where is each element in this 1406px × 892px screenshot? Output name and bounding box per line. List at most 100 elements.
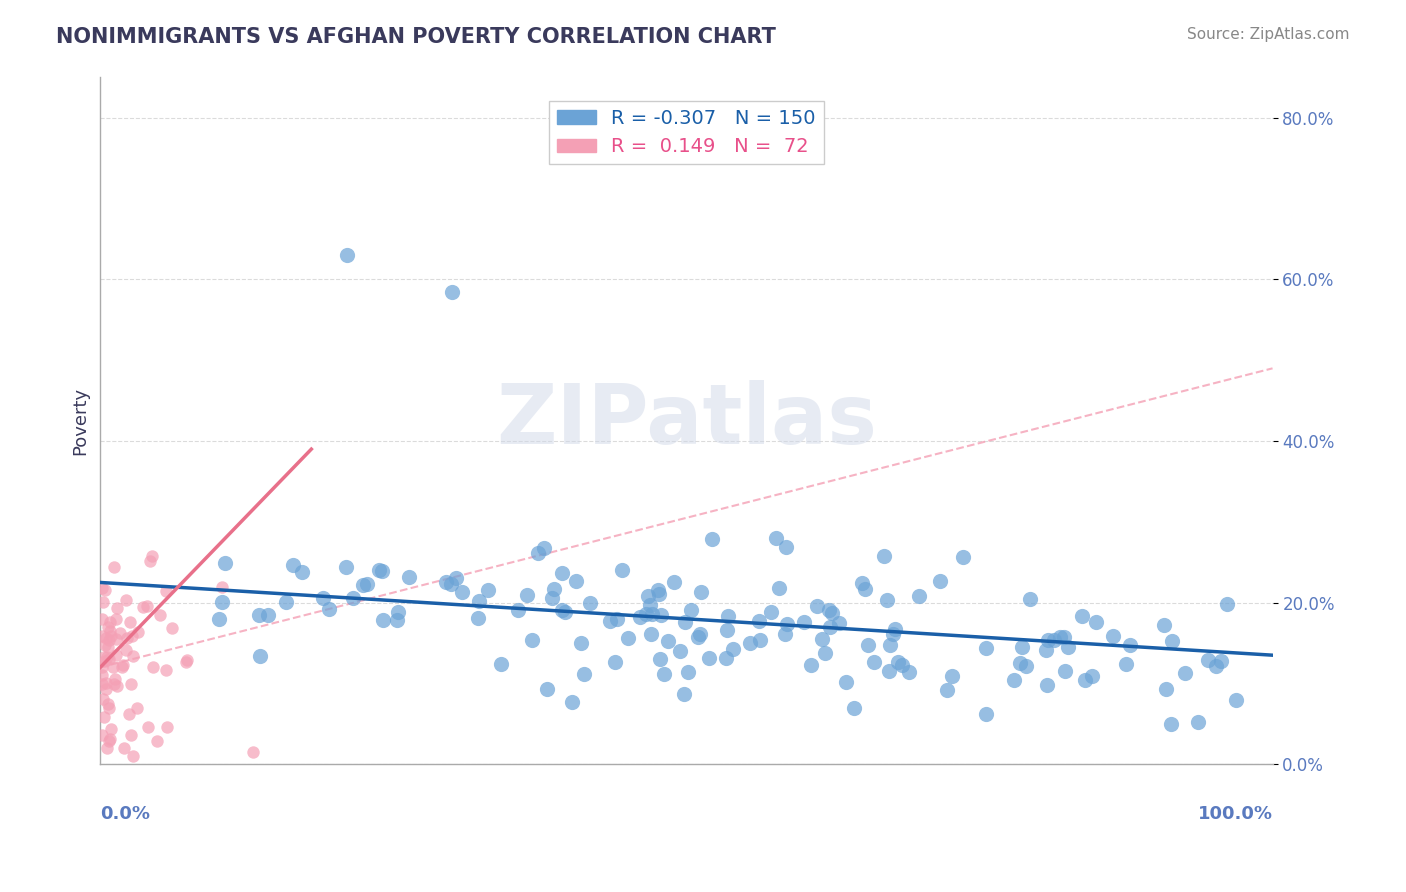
Nonimmigrants xyxy=(1174,665,1197,680)
Nonimmigrants xyxy=(793,615,815,629)
Afghans xyxy=(103,560,125,574)
Nonimmigrants xyxy=(214,556,236,570)
Nonimmigrants xyxy=(887,655,910,669)
Afghans xyxy=(121,629,143,643)
Nonimmigrants xyxy=(387,606,409,620)
Nonimmigrants xyxy=(1073,673,1095,688)
Nonimmigrants xyxy=(669,644,692,658)
Afghans xyxy=(98,615,121,630)
Nonimmigrants xyxy=(768,581,790,595)
Nonimmigrants xyxy=(820,620,842,634)
Nonimmigrants xyxy=(1036,633,1059,648)
Nonimmigrants xyxy=(678,665,700,679)
Afghans xyxy=(94,638,117,652)
Nonimmigrants xyxy=(690,585,713,599)
Nonimmigrants xyxy=(274,595,297,609)
Nonimmigrants xyxy=(578,596,600,610)
Nonimmigrants xyxy=(1115,657,1137,672)
Afghans xyxy=(90,660,112,674)
Afghans xyxy=(121,648,143,663)
Afghans xyxy=(156,720,179,734)
Nonimmigrants xyxy=(281,558,304,572)
Nonimmigrants xyxy=(673,687,696,701)
Nonimmigrants xyxy=(876,592,898,607)
Afghans xyxy=(112,658,135,673)
Nonimmigrants xyxy=(610,563,633,577)
Afghans xyxy=(97,701,120,715)
Nonimmigrants xyxy=(356,577,378,591)
Nonimmigrants xyxy=(318,602,340,616)
Afghans xyxy=(98,652,121,666)
Afghans xyxy=(93,594,115,608)
Nonimmigrants xyxy=(759,605,782,619)
Afghans xyxy=(90,667,112,681)
Nonimmigrants xyxy=(335,248,357,262)
Nonimmigrants xyxy=(640,627,662,641)
Nonimmigrants xyxy=(1002,673,1025,687)
Nonimmigrants xyxy=(1049,630,1071,644)
Text: 100.0%: 100.0% xyxy=(1198,805,1272,823)
Nonimmigrants xyxy=(657,634,679,648)
Nonimmigrants xyxy=(207,612,229,626)
Nonimmigrants xyxy=(1209,654,1232,668)
Nonimmigrants xyxy=(1053,664,1076,678)
Nonimmigrants xyxy=(1205,659,1227,673)
Text: ZIPatlas: ZIPatlas xyxy=(496,380,877,461)
Afghans xyxy=(94,654,117,668)
Afghans xyxy=(91,691,114,706)
Afghans xyxy=(97,620,120,634)
Nonimmigrants xyxy=(1198,652,1220,666)
Nonimmigrants xyxy=(636,607,658,621)
Afghans xyxy=(174,655,197,669)
Nonimmigrants xyxy=(697,650,720,665)
Nonimmigrants xyxy=(342,591,364,606)
Afghans xyxy=(141,549,163,563)
Nonimmigrants xyxy=(565,574,588,589)
Nonimmigrants xyxy=(257,607,280,622)
Nonimmigrants xyxy=(679,603,702,617)
Nonimmigrants xyxy=(1008,656,1031,670)
Afghans xyxy=(112,740,135,755)
Afghans xyxy=(97,698,120,712)
Nonimmigrants xyxy=(536,682,558,697)
Nonimmigrants xyxy=(450,585,472,599)
Nonimmigrants xyxy=(606,612,628,626)
Afghans xyxy=(120,728,142,742)
Afghans xyxy=(131,599,153,614)
Nonimmigrants xyxy=(387,613,409,627)
Afghans xyxy=(98,732,121,747)
Afghans xyxy=(98,624,121,638)
Nonimmigrants xyxy=(1216,597,1239,611)
Nonimmigrants xyxy=(1187,714,1209,729)
Nonimmigrants xyxy=(811,632,834,647)
Nonimmigrants xyxy=(467,610,489,624)
Nonimmigrants xyxy=(835,675,858,690)
Afghans xyxy=(155,663,177,677)
Nonimmigrants xyxy=(952,549,974,564)
Nonimmigrants xyxy=(440,285,463,299)
Nonimmigrants xyxy=(775,616,797,631)
Nonimmigrants xyxy=(439,576,461,591)
Nonimmigrants xyxy=(550,603,572,617)
Nonimmigrants xyxy=(873,549,896,564)
Afghans xyxy=(90,677,112,691)
Afghans xyxy=(98,632,121,647)
Nonimmigrants xyxy=(617,631,640,645)
Afghans xyxy=(118,707,141,722)
Afghans xyxy=(96,740,118,755)
Afghans xyxy=(108,626,131,640)
Nonimmigrants xyxy=(370,565,392,579)
Nonimmigrants xyxy=(775,540,797,554)
Nonimmigrants xyxy=(654,666,676,681)
Afghans xyxy=(105,601,128,615)
Afghans xyxy=(96,676,118,690)
Nonimmigrants xyxy=(806,599,828,613)
Nonimmigrants xyxy=(863,655,886,669)
Afghans xyxy=(155,584,177,599)
Nonimmigrants xyxy=(1057,640,1080,654)
Nonimmigrants xyxy=(291,565,314,579)
Afghans xyxy=(136,720,159,734)
Nonimmigrants xyxy=(1043,633,1066,648)
Nonimmigrants xyxy=(800,657,823,672)
Nonimmigrants xyxy=(898,665,921,679)
